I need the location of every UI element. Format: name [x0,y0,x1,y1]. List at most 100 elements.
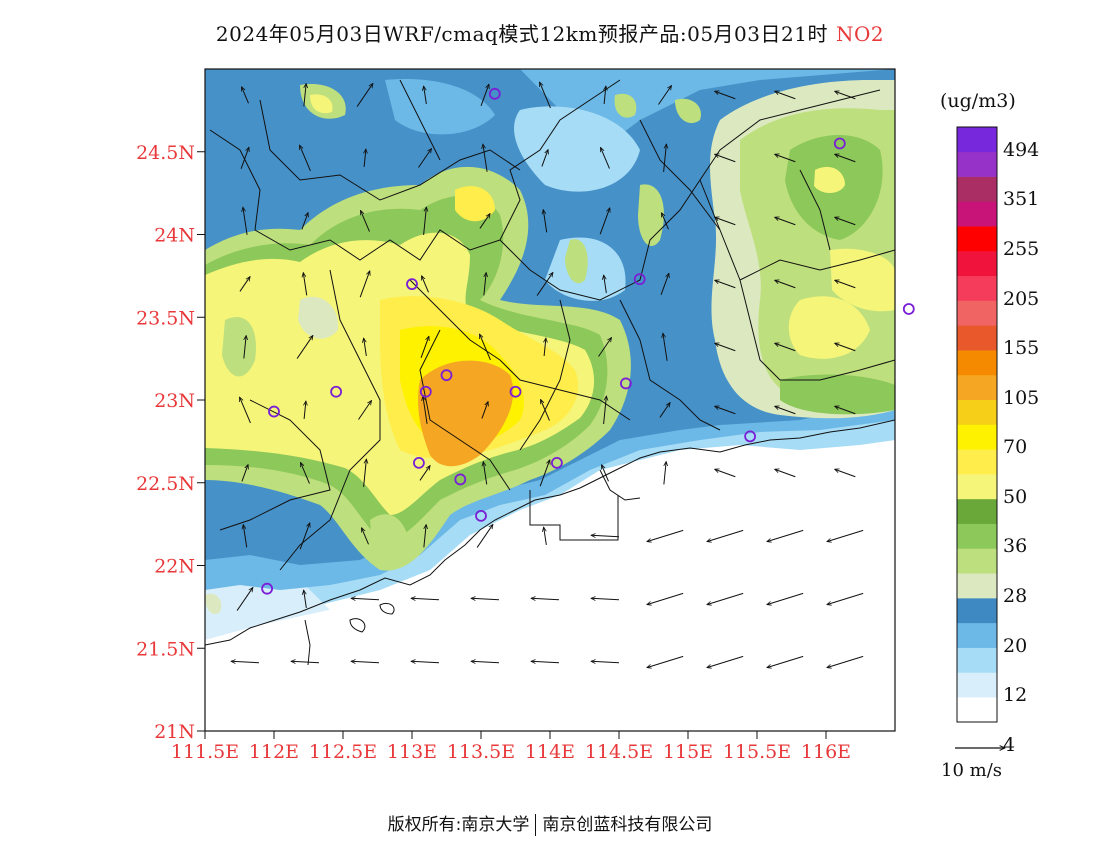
lat-tick-label: 24.5N [136,142,195,164]
wind-arrow [604,275,607,293]
wind-arrow [775,406,796,415]
wind-arrow [775,343,796,352]
lon-tick-label: 113.5E [447,741,515,763]
wind-arrow [481,402,488,419]
wind-arrow [231,661,260,662]
legend-label: 28 [1003,585,1028,608]
wind-arrow [663,144,667,172]
lon-tick-label: 116E [801,741,851,763]
colorbar-segment [957,449,997,475]
wind-arrow [827,592,864,604]
lat-tick-label: 23N [154,390,195,412]
wind-arrow [827,655,864,667]
wind-arrow [361,210,370,232]
legend-label: 20 [1003,634,1028,657]
wind-arrow [351,598,380,599]
legend-unit: (ug/m3) [940,90,1016,112]
wind-arrow [591,598,620,599]
footer-separator [535,814,537,836]
legend-label: 12 [1003,684,1028,707]
wind-arrow [480,84,489,106]
colorbar-segment [957,647,997,673]
wind-arrow [598,338,612,357]
wind-arrow [536,272,553,296]
legend-label: 50 [1003,485,1028,508]
station-marker [406,278,418,291]
wind-arrow [775,91,796,100]
wind-arrow [539,460,550,487]
wind-arrow [364,338,367,356]
colorbar-segment [957,176,997,202]
wind-arrow [483,144,488,172]
wind-arrow [835,406,856,415]
wind-arrow [835,91,856,100]
boundary-lines [205,79,895,666]
wind-arrow [236,587,253,611]
colorbar-segment [957,226,997,252]
wind-arrow [304,590,307,608]
wind-arrow [541,399,550,421]
station-marker [902,303,915,315]
wind-arrow [543,210,548,233]
station-marker [330,385,343,398]
colorbar-segment [957,399,997,425]
station-marker [488,87,501,100]
wind-arrow [601,147,610,169]
wind-arrow [715,343,736,352]
wind-arrow [775,469,796,478]
colorbar-segment [957,275,997,301]
copyright-footer: 版权所有:南京大学 南京创蓝科技有限公司 [0,810,1100,836]
wind-arrow [361,528,369,545]
lat-tick-label: 24N [154,225,195,247]
legend-label: 70 [1003,436,1028,459]
wind-arrow [647,655,684,667]
wind-arrow [480,334,491,361]
wind-arrow [419,466,430,481]
longitude-labels: 111.5E 112E 112.5E 113E 113.5E 114E 114.5E 115E… [171,741,851,763]
wind-scale-label: 10 m/s [941,760,1002,781]
wind-arrow [479,214,490,229]
station-marker [454,473,467,486]
wind-arrow [296,335,313,359]
wind-arrow [476,524,493,548]
wind-arrow [300,145,311,172]
wind-arrow [544,527,547,545]
species-label: NO2 [835,22,885,46]
wind-arrow [835,217,856,226]
colorbar-segment [957,697,997,723]
wind-arrow [241,87,249,104]
wind-arrow [303,84,306,107]
wind-arrow [531,598,560,599]
station-marker [419,385,432,398]
wind-arrow [301,213,308,230]
lat-tick-label: 22N [154,556,195,578]
title-text: 2024年05月03日WRF/cmaq模式12km预报产品:05月03日21时 [215,22,828,46]
wind-arrow [707,592,744,604]
wind-arrow [358,401,372,420]
station-marker [744,430,756,443]
colorbar-segment [957,598,997,624]
wind-arrow [663,333,668,361]
lon-tick-label: 115.5E [723,741,791,763]
footer-left: 版权所有:南京大学 [387,815,530,835]
wind-arrow [540,82,551,109]
lon-tick-label: 112.5E [309,741,377,763]
colorbar-segment [957,424,997,450]
colorbar-frame [956,126,998,723]
wind-arrow [775,217,796,226]
legend-label: 255 [1003,237,1040,260]
wind-arrow [291,661,320,662]
legend-label: 351 [1003,188,1040,211]
wind-arrow [243,336,246,359]
wind-arrow [483,273,486,296]
colorbar-segment [957,250,997,277]
wind-arrow [240,147,249,169]
colorbar-segment [957,374,997,401]
station-marker [551,456,563,469]
wind-arrow [715,217,736,226]
wind-arrow [411,598,440,599]
wind-arrow [715,154,736,163]
wind-arrow [483,462,488,485]
lat-tick-label: 23.5N [136,307,195,329]
